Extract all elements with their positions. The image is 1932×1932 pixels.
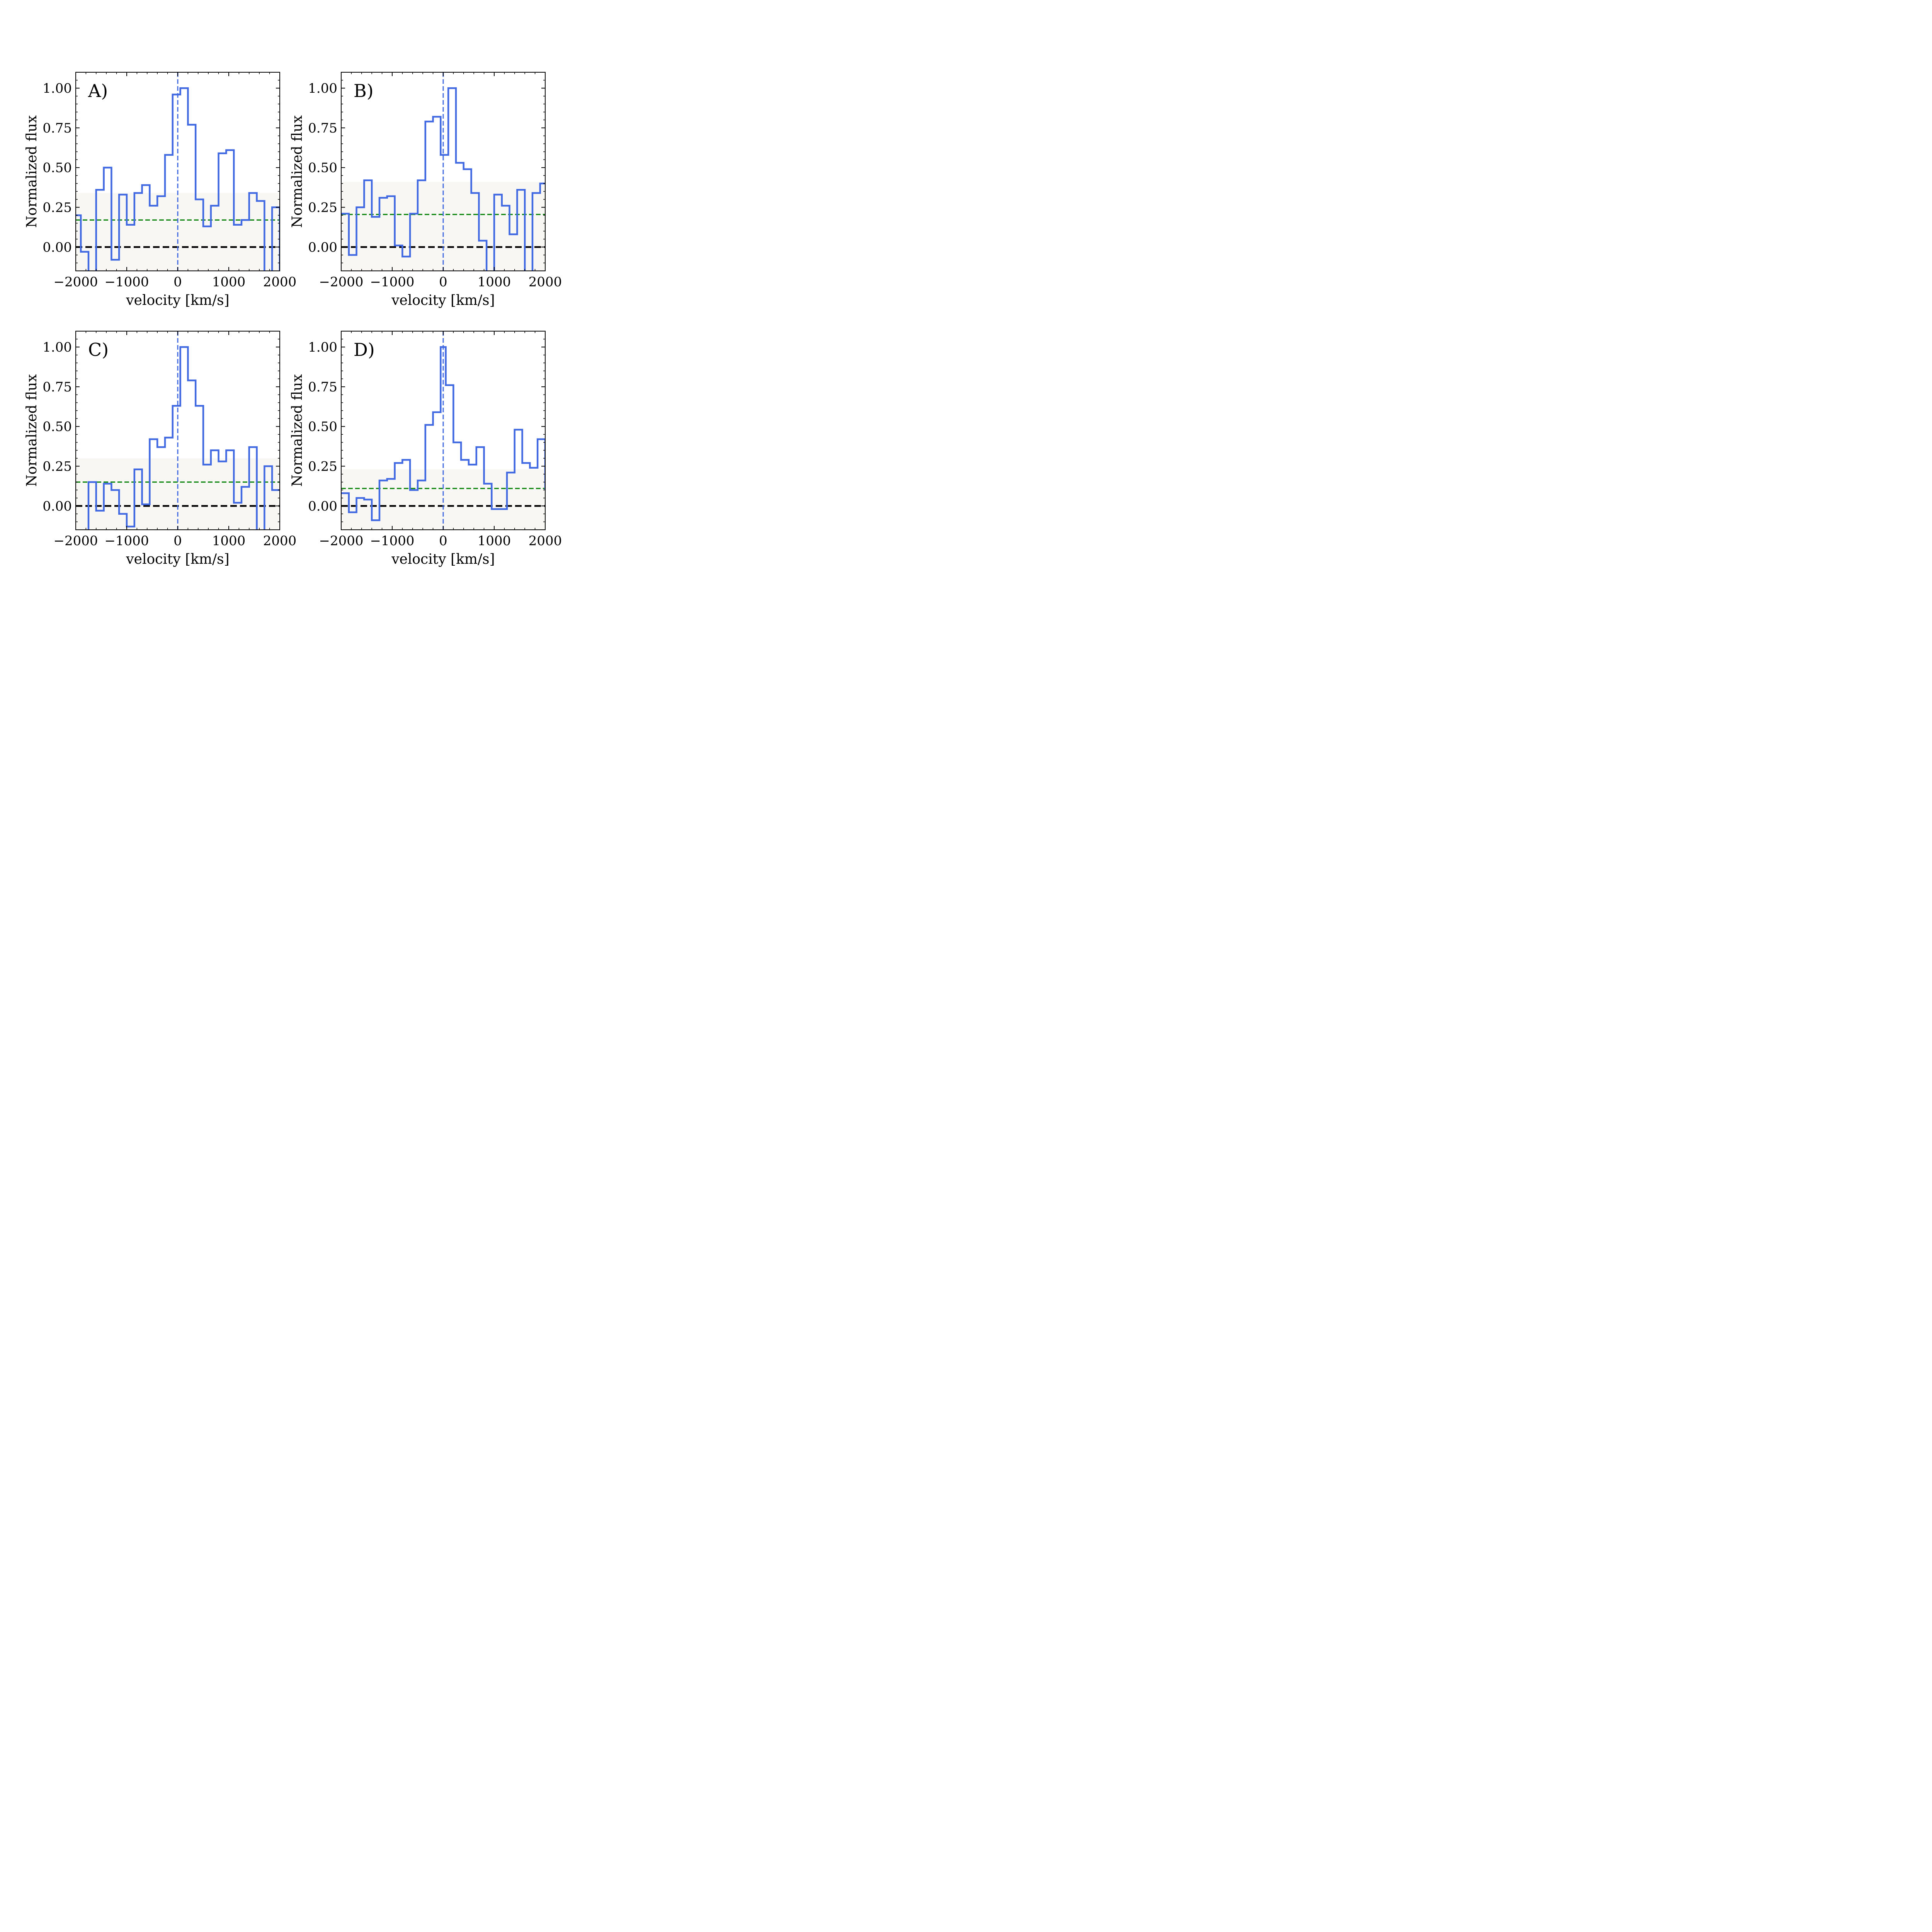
y-tick-label: 0.25 (308, 459, 337, 474)
panel-2: −2000 −1000 0 1000 2000 0.00 0.25 0.50 0.75 1.00 v… (289, 72, 562, 308)
x-tick-label: 0 (173, 533, 182, 549)
x-axis-label: velocity [km/s] (391, 551, 495, 567)
y-tick-label: 0.75 (43, 121, 72, 136)
x-tick-label: 1000 (212, 533, 246, 549)
x-tick-label: 0 (439, 533, 447, 549)
y-tick-label: 0.25 (43, 459, 72, 474)
y-axis-label: Normalized flux (289, 115, 305, 228)
panel-4: −2000 −1000 0 1000 2000 0.00 0.25 0.50 0.75 1.00 v… (289, 331, 562, 567)
y-tick-label: 0.50 (308, 419, 337, 435)
x-tick-label: 2000 (529, 533, 562, 549)
x-tick-label: 2000 (263, 533, 297, 549)
x-axis-label: velocity [km/s] (391, 293, 495, 308)
y-tick-label: 0.75 (308, 121, 337, 136)
x-tick-label: −2000 (319, 274, 363, 290)
y-tick-label: 1.00 (43, 340, 72, 355)
y-axis-label: Normalized flux (24, 374, 40, 486)
y-tick-label: 0.50 (43, 419, 72, 435)
panel-label: C) (88, 339, 109, 360)
plot-area (76, 331, 280, 530)
x-axis-label: velocity [km/s] (126, 293, 229, 308)
y-tick-label: 0.50 (43, 160, 72, 176)
y-tick-label: 0.25 (43, 200, 72, 216)
x-tick-label: −1000 (104, 533, 149, 549)
y-tick-label: 0.00 (308, 240, 337, 255)
x-tick-label: 1000 (478, 533, 511, 549)
panel-label: D) (354, 339, 375, 360)
panel-label: B) (354, 80, 374, 101)
spectrum-series (341, 346, 545, 521)
x-tick-label: 1000 (478, 274, 511, 290)
x-tick-label: 2000 (263, 274, 297, 290)
figure: −2000 −1000 0 1000 2000 0.00 0.25 0.50 0.75 1.00 v… (24, 72, 562, 567)
x-axis-label: velocity [km/s] (126, 551, 229, 567)
y-tick-label: 1.00 (43, 81, 72, 96)
plot-area (341, 72, 545, 271)
spectrum-series (76, 87, 280, 271)
y-tick-label: 0.00 (43, 498, 72, 514)
x-tick-label: 0 (439, 274, 447, 290)
spectrum-series (87, 346, 280, 530)
x-tick-label: −2000 (319, 533, 363, 549)
x-tick-label: 1000 (212, 274, 246, 290)
y-tick-label: 0.00 (43, 240, 72, 255)
plot-area (76, 72, 280, 271)
y-tick-label: 1.00 (308, 340, 337, 355)
x-tick-label: −2000 (53, 274, 98, 290)
spectrum-series (341, 87, 545, 271)
x-tick-label: −2000 (53, 533, 98, 549)
y-tick-label: 0.50 (308, 160, 337, 176)
y-axis-label: Normalized flux (289, 374, 305, 486)
panel-3: −2000 −1000 0 1000 2000 0.00 0.25 0.50 0.75 1.00 v… (24, 331, 296, 567)
x-tick-label: 0 (173, 274, 182, 290)
y-axis-label: Normalized flux (24, 115, 40, 228)
x-tick-label: −1000 (370, 533, 414, 549)
x-tick-label: 2000 (529, 274, 562, 290)
panel-label: A) (88, 80, 108, 101)
panel-1: −2000 −1000 0 1000 2000 0.00 0.25 0.50 0.75 1.00 v… (24, 72, 296, 308)
y-tick-label: 1.00 (308, 81, 337, 96)
y-tick-label: 0.75 (43, 379, 72, 395)
plot-area (341, 331, 545, 530)
y-tick-label: 0.00 (308, 498, 337, 514)
y-tick-label: 0.75 (308, 379, 337, 395)
y-tick-label: 0.25 (308, 200, 337, 216)
x-tick-label: −1000 (104, 274, 149, 290)
x-tick-label: −1000 (370, 274, 414, 290)
